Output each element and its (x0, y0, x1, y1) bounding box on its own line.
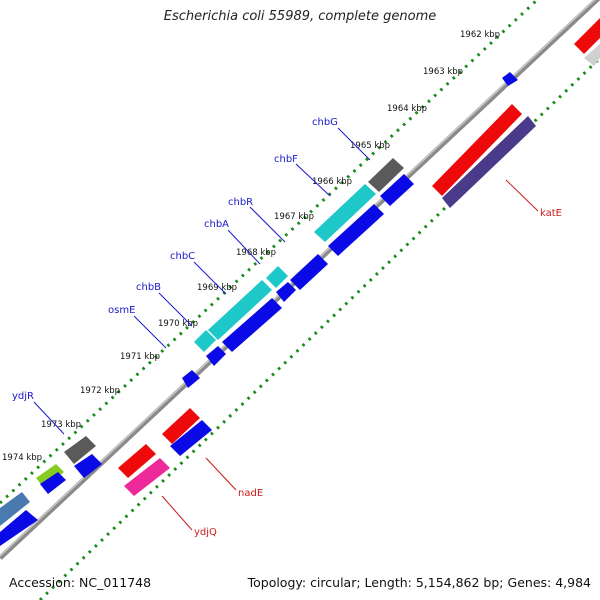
kbp-label: 1962 kbp (460, 30, 500, 40)
leader-osmE (133, 315, 167, 349)
gene-blue-arrow-3[interactable] (290, 254, 328, 290)
gene-label-chbF[interactable]: chbF (274, 154, 298, 165)
gene-blue-arrow-5[interactable] (222, 298, 282, 352)
gene-chbC-arrow[interactable] (208, 280, 272, 340)
leader-nadE (205, 457, 237, 491)
gene-blue-arrow-2[interactable] (328, 204, 384, 256)
gene-nadE-arrow[interactable] (162, 408, 200, 444)
gene-osmE-arrow[interactable] (194, 330, 216, 352)
gene-red-arrow-2[interactable] (118, 444, 156, 478)
kbp-label: 1967 kbp (274, 212, 314, 222)
gene-label-nadE[interactable]: nadE (238, 488, 263, 499)
length-text: Length: 5,154,862 bp; (364, 575, 504, 590)
kbp-label: 1964 kbp (387, 104, 427, 114)
map-title: Escherichia coli 55989, complete genome (163, 9, 437, 24)
gene-label-chbC[interactable]: chbC (170, 251, 195, 262)
inner-dotted-track (38, 56, 600, 600)
leader-chbF (295, 163, 331, 197)
gene-label-chbR[interactable]: chbR (228, 197, 253, 208)
gene-label-osmE[interactable]: osmE (108, 305, 135, 316)
gene-label-chbA[interactable]: chbA (204, 219, 229, 230)
gene-blue-arrow-11[interactable] (0, 510, 38, 546)
kbp-label: 1969 kbp (197, 283, 237, 293)
gene-small-blue-1[interactable] (182, 370, 200, 388)
gene-blue-arrow-7[interactable] (502, 72, 518, 86)
gene-label-chbG[interactable]: chbG (312, 117, 338, 128)
gene-label-leaders (33, 127, 539, 531)
kbp-label: 1968 kbp (236, 248, 276, 258)
gene-katE-arrow[interactable] (432, 104, 522, 196)
gene-blue-arrow-8[interactable] (170, 420, 212, 456)
gene-top-lightgray-arrow[interactable] (584, 44, 600, 66)
gene-blue-arrow-9[interactable] (74, 454, 102, 478)
reverse-strand-features (0, 72, 536, 546)
gene-blue-arrow-6[interactable] (206, 346, 226, 366)
gene-label-ydjR[interactable]: ydjR (12, 391, 34, 402)
gene-labels: chbG chbF chbR chbA chbC chbB osmE ydjR … (12, 117, 562, 538)
gene-chbF-arrow[interactable] (314, 184, 376, 242)
leader-chbR (249, 206, 286, 243)
gene-blue-arrow-1[interactable] (380, 174, 414, 206)
gene-blue-arrow-4[interactable] (276, 282, 296, 302)
kbp-label: 1973 kbp (41, 420, 81, 430)
gene-top-red-arrow[interactable] (574, 18, 600, 54)
genome-summary: Topology: circular; Length: 5,154,862 bp… (248, 575, 591, 590)
gene-ydjR-arrow[interactable] (64, 436, 96, 464)
gene-blue-arrow-10[interactable] (40, 472, 66, 494)
kbp-label: 1971 kbp (120, 352, 160, 362)
leader-ydjQ (161, 495, 193, 531)
leader-chbC (193, 261, 227, 295)
kbp-label: 1974 kbp (2, 453, 42, 463)
kbp-tick-labels: 1962 kbp 1963 kbp 1964 kbp 1965 kbp 1966… (2, 30, 500, 463)
gene-count-text: Genes: 4,984 (507, 575, 591, 590)
accession-text: Accession: NC_011748 (9, 575, 152, 590)
leader-chbG (337, 127, 371, 161)
kbp-label: 1972 kbp (80, 386, 120, 396)
gene-purple-arrow[interactable] (442, 116, 536, 208)
kbp-label: 1965 kbp (350, 141, 390, 151)
kbp-label: 1966 kbp (312, 177, 352, 187)
outer-dotted-track (0, 0, 539, 505)
gene-chbA-arrow[interactable] (266, 266, 288, 288)
kbp-label: 1963 kbp (423, 67, 463, 77)
gene-chbG-arrow[interactable] (368, 158, 404, 192)
leader-katE (505, 179, 539, 212)
gene-steel-arrow[interactable] (0, 492, 30, 526)
gene-label-chbB[interactable]: chbB (136, 282, 161, 293)
leader-chbA (227, 229, 261, 265)
gene-ydjQ-arrow[interactable] (124, 458, 170, 496)
gene-label-ydjQ[interactable]: ydjQ (194, 527, 217, 538)
gene-label-katE[interactable]: katE (540, 208, 562, 219)
kbp-label: 1970 kbp (158, 319, 198, 329)
topology-text: Topology: circular; (247, 575, 361, 590)
forward-strand-features (0, 18, 600, 526)
leader-chbB (158, 292, 193, 327)
leader-ydjR (33, 401, 65, 435)
